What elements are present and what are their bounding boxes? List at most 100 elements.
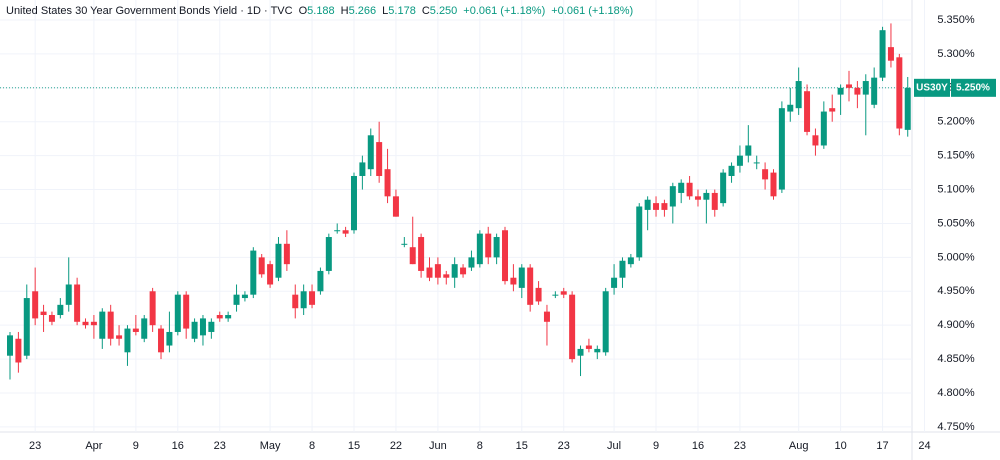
candle-body [275,243,282,278]
candle-body [158,328,165,353]
candle-body [770,172,777,197]
x-tick-label: 23 [214,440,226,452]
candle-body [812,135,819,146]
y-tick-label: 4.750% [937,421,975,433]
candle-body [292,294,299,309]
candle-body [208,321,215,332]
candle-body [7,335,13,356]
candle-body [426,267,433,278]
candle-body [325,237,332,271]
candle-body [409,247,416,265]
candle-body [342,230,349,234]
x-tick-label: Jul [607,440,621,452]
candle-body [678,182,685,193]
candle-body [107,311,114,339]
candle-body [502,230,509,282]
candle-body [434,264,441,278]
y-tick-label: 5.000% [937,251,975,263]
candle-body [443,274,450,278]
candle-body [74,284,81,322]
ohlc-value: 5.266 [348,5,377,17]
candle-body [611,277,618,288]
candle-body [669,186,676,207]
ohlc-label: O [298,5,308,17]
candle-body [661,203,668,210]
candle-body [141,318,148,339]
x-tick-label: 22 [390,440,402,452]
change-value: +0.061 (+1.18%) [551,5,634,17]
candle-body [653,203,660,210]
candle-body [711,192,718,210]
candle-body [384,169,391,197]
candle-body [149,291,156,326]
symbol-tag [914,78,950,97]
candle-body [527,267,534,305]
candle-body [795,81,802,109]
candle-body [577,348,584,356]
candle-body [585,345,592,349]
ohlc-label: L [382,5,389,17]
candle-body [804,91,811,132]
candle-body [837,87,844,95]
ohlc-label: C [421,5,430,17]
candle-body [720,172,727,204]
y-tick-label: 5.200% [937,116,975,128]
candle-body [124,328,131,353]
candle-body [762,169,769,180]
y-tick-label: 4.800% [937,387,975,399]
candle-body [703,192,710,200]
candle-body [183,294,190,329]
candle-body [736,155,743,166]
x-tick-label: 8 [477,440,483,452]
candle-body [728,165,735,176]
candle-body [392,196,399,217]
x-tick-label: 16 [172,440,184,452]
candle-body [552,294,559,296]
candle-body [518,267,525,288]
x-tick-label: 23 [734,440,746,452]
candle-body [283,243,290,265]
candle-body [359,162,366,176]
ohlc-value: 5.178 [388,5,416,17]
header: United States 30 Year Government Bonds Y… [6,5,639,17]
candle-body [451,264,458,278]
candle-body [636,206,643,258]
x-tick-label: 17 [876,440,888,452]
x-tick-label: 23 [558,440,570,452]
x-tick-label: 8 [309,440,315,452]
candle-body [619,260,626,278]
candle-body [300,291,307,309]
x-tick-label: 23 [29,440,41,452]
x-tick-label: 24 [918,440,930,452]
x-tick-label: 15 [348,440,360,452]
candle-body [460,267,467,275]
candle-body [569,294,576,360]
change-value: +0.061 (+1.18%) [463,5,546,17]
candle-body [250,250,257,295]
symbol-tag-label: US30Y [916,82,948,93]
candle-body [116,335,123,339]
candle-body [879,30,886,78]
candle-body [787,104,794,112]
candle-body [543,311,550,322]
candle-body [535,287,542,302]
y-tick-label: 5.050% [937,217,975,229]
candle-body [476,233,483,265]
ohlc-value: 5.250 [429,5,458,17]
candle-body [745,145,752,156]
candle-body [233,294,240,305]
x-tick-label: 9 [133,440,139,452]
candle-body [644,199,651,210]
candle-body [199,318,206,336]
candle-body [40,311,47,316]
x-tick-label: 9 [653,440,659,452]
candle-body [132,328,139,332]
candle-body [309,291,316,305]
y-tick-label: 5.150% [937,150,975,162]
candle-body [493,237,500,258]
candle-body [99,311,106,339]
candle-body [90,321,97,326]
y-tick-label: 4.950% [937,285,975,297]
